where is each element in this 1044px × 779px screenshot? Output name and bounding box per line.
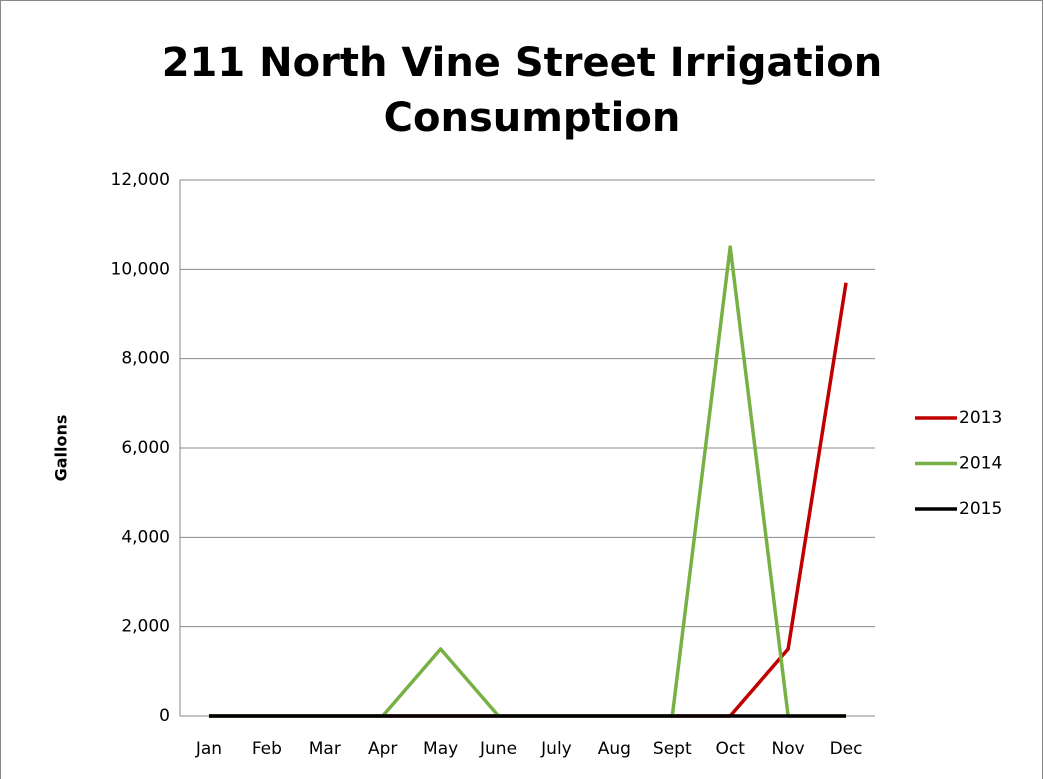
y-tick-label: 4,000: [121, 527, 170, 547]
legend-label: 2013: [959, 408, 1002, 428]
x-tick-label: May: [423, 739, 458, 759]
x-tick-label: July: [540, 739, 572, 759]
x-tick-label: Jan: [195, 739, 222, 759]
x-tick-label: Nov: [772, 739, 805, 759]
y-tick-label: 10,000: [111, 259, 170, 279]
x-tick-label: Aug: [598, 739, 631, 759]
legend-label: 2015: [959, 499, 1002, 519]
y-tick-label: 6,000: [121, 438, 170, 458]
chart-title: 211 North Vine Street Irrigation: [162, 40, 883, 86]
x-tick-label: Sept: [653, 739, 692, 759]
x-tick-label: Dec: [830, 739, 863, 759]
x-tick-label: Oct: [716, 739, 746, 759]
y-axis-label: Gallons: [52, 415, 71, 482]
y-tick-label: 8,000: [121, 349, 170, 369]
x-tick-label: Mar: [309, 739, 341, 759]
x-tick-label: Apr: [368, 739, 397, 759]
y-tick-label: 12,000: [111, 170, 170, 190]
y-tick-label: 0: [159, 706, 170, 726]
x-tick-label: June: [479, 739, 517, 759]
legend-label: 2014: [959, 454, 1002, 474]
chart-title: Consumption: [384, 95, 681, 141]
y-tick-label: 2,000: [121, 617, 170, 637]
x-tick-label: Feb: [252, 739, 282, 759]
